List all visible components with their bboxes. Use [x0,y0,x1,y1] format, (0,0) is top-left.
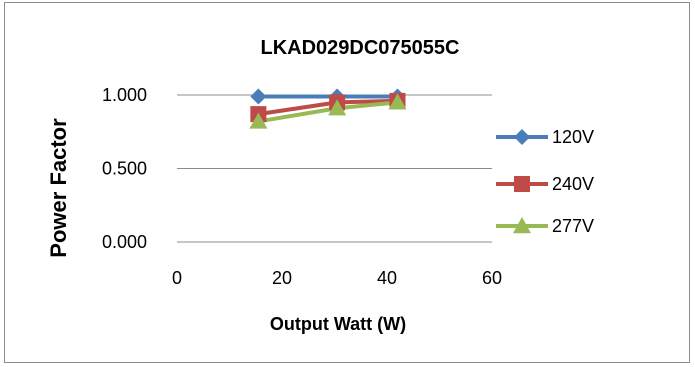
legend-marker [514,129,530,145]
data-point-277v [388,93,407,110]
chart-title: LKAD029DC075055C [261,37,460,59]
y-axis-title: Power Factor [46,118,71,258]
data-point-277v [249,112,268,129]
series-group [249,88,407,129]
legend-swatch-277v [496,217,548,234]
x-tick-label: 60 [482,268,502,288]
x-tick-label: 0 [172,268,182,288]
x-tick-label: 20 [272,268,292,288]
x-axis-title: Output Watt (W) [270,314,406,334]
legend-swatch-120v [496,129,548,145]
legend-swatch-240v [496,176,548,192]
legend-label: 120V [552,127,594,147]
legend: 120V 240V 277V [496,127,594,236]
legend-label: 240V [552,174,594,194]
y-tick-label: 0.500 [102,159,147,179]
legend-item-240v: 240V [496,174,594,194]
x-tick-label: 40 [377,268,397,288]
y-tick-labels: 0.000 0.500 1.000 [102,85,147,252]
legend-item-120v: 120V [496,127,594,147]
chart-frame [4,2,690,363]
legend-marker [514,176,530,192]
data-point-120v [250,88,267,105]
y-tick-label: 0.000 [102,232,147,252]
y-tick-label: 1.000 [102,85,147,105]
x-tick-labels: 0 20 40 60 [172,268,502,288]
legend-marker [513,217,531,234]
legend-label: 277V [552,216,594,236]
legend-item-277v: 277V [496,216,594,236]
data-point-277v [328,99,347,116]
